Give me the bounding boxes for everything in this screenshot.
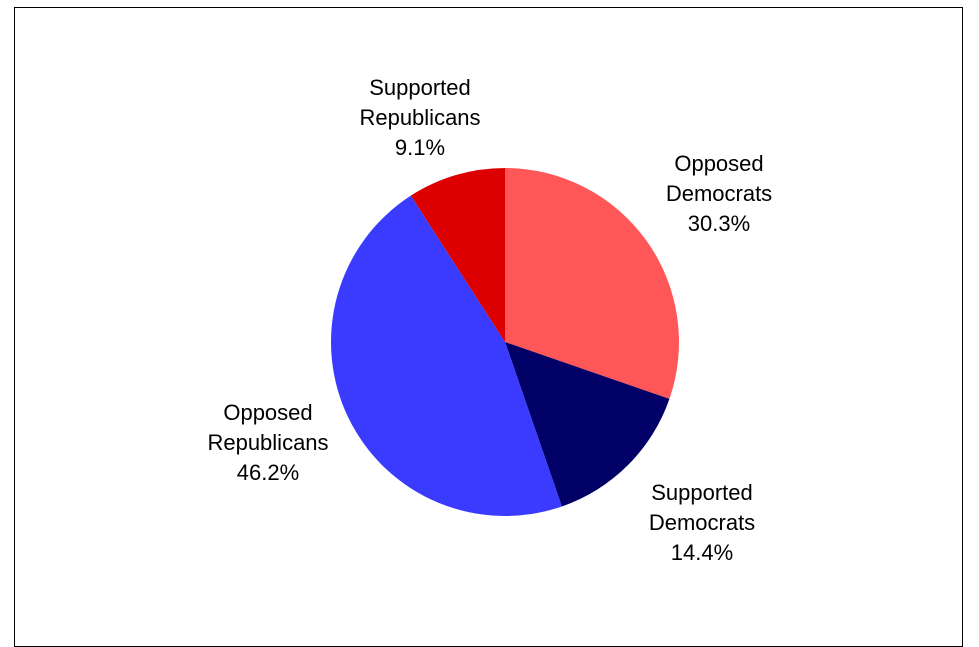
slice-label-line2: Republicans xyxy=(359,105,481,130)
slice-label-percent: 46.2% xyxy=(236,460,300,485)
slice-label-line2: Republicans xyxy=(207,430,329,455)
pie-slices xyxy=(330,168,680,517)
slice-label-line2: Democrats xyxy=(665,181,773,206)
slice-label-percent: 9.1% xyxy=(394,135,446,160)
slice-label-opposed-republicans: Opposed Republicans 46.2% xyxy=(207,398,328,488)
slice-label-line1: Opposed xyxy=(223,400,313,425)
slice-label-percent: 14.4% xyxy=(670,540,734,565)
slice-label-opposed-democrats: Opposed Democrats 30.3% xyxy=(666,149,772,239)
pie-slice-supported-democrats xyxy=(505,342,670,507)
slice-label-percent: 30.3% xyxy=(687,211,751,236)
pie-slice-opposed-republicans xyxy=(330,195,562,517)
slice-label-line1: Supported xyxy=(369,75,471,100)
pie-slice-opposed-democrats xyxy=(505,168,680,399)
slice-label-line1: Supported xyxy=(651,480,753,505)
slice-label-line1: Opposed xyxy=(674,151,764,176)
slice-label-supported-democrats: Supported Democrats 14.4% xyxy=(649,478,755,568)
pie-slice-supported-republicans xyxy=(410,168,505,342)
slice-label-supported-republicans: Supported Republicans 9.1% xyxy=(359,73,480,163)
slice-label-line2: Democrats xyxy=(648,510,756,535)
